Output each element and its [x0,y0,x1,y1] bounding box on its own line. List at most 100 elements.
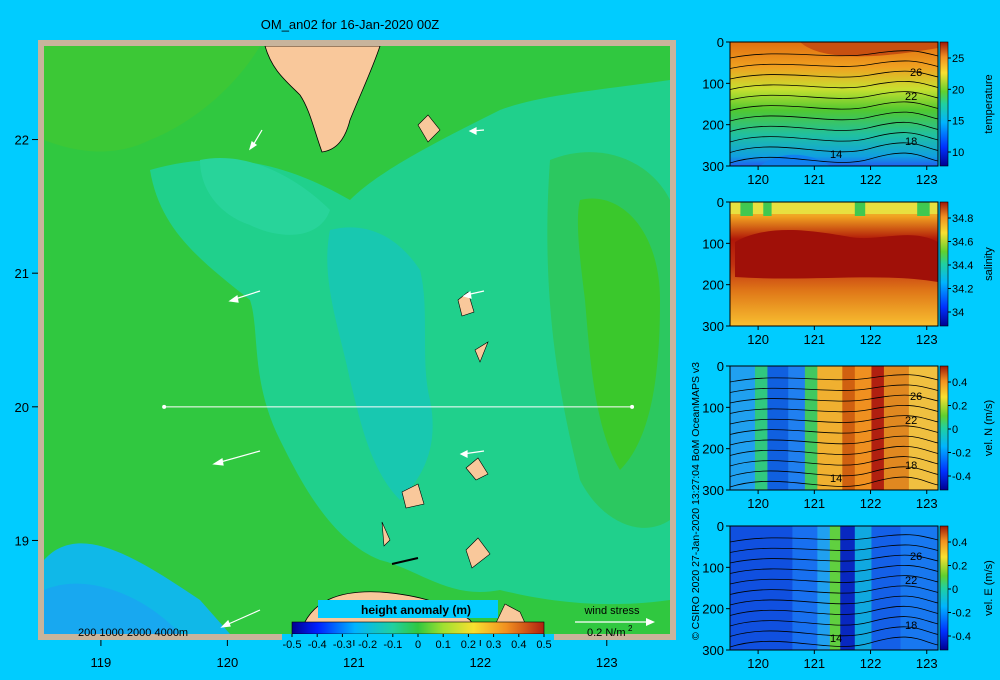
panel-y-tick-label: 100 [702,400,724,415]
panel-colorbar-tick-label: 0.4 [952,537,967,549]
panel-colorbar-tick-label: 0.4 [952,377,967,389]
temperature-field [730,42,938,166]
panel-colorbar-tick-label: 34 [952,307,964,319]
map-title: OM_an02 for 16-Jan-2020 00Z [261,17,440,32]
panel-x-tick-label: 120 [747,496,769,511]
colorbar-tick-label: -0.2 [358,639,377,651]
wind-arrow [223,609,261,627]
wind-arrow-head [228,294,239,303]
isotherm-contour [730,425,938,435]
colorbar-ticks: -0.5 -0.4 -0.3 -0.2 -0.1 0 0.1 0.2 0.3 0.4 0.5 [283,634,552,651]
isotherm-contour [730,60,938,69]
panel-colorbar-label: vel. E (m/s) [983,560,995,616]
panel-colorbar [939,201,949,327]
salinity-fresh-patch [917,202,930,216]
colorbar-tick-label: 0.1 [436,639,451,651]
panel-y-tick-label: 300 [702,643,724,658]
colorbar-tick-label: 0.3 [486,639,501,651]
panel-x-tick-label: 122 [860,656,882,671]
panel-colorbar-tick-label: -0.2 [952,608,971,620]
panel-field [730,202,938,326]
panel-salinity: 120 121 122 123 0 100 200 300 34.8 34.6 34.4 34.2 34… [702,195,995,347]
contour-label: 18 [905,460,917,472]
land-taiwan [264,46,381,153]
panel-y-tick-label: 200 [702,602,724,617]
isotherm-contour [730,70,938,80]
section-line-start [162,404,167,409]
isotherm-contour [730,544,938,553]
panel-frame [729,201,939,327]
panel-colorbar-tick-label: 0 [952,424,958,436]
panel-x-tick-label: 122 [860,172,882,187]
wind-arrow-head [459,450,468,458]
velocity-band [730,526,793,650]
salinity-fresh-patch [763,202,772,216]
wind-stress-superscript: 2 [628,624,633,633]
colorbar-tick-label: -0.5 [283,639,302,651]
salinity-surface [730,202,938,214]
map-low-zone-center [327,227,433,501]
isotherm-contour [730,152,938,164]
land-island [401,483,425,509]
panel-x-tick-label: 123 [916,332,938,347]
colorbar-tick-label: 0.4 [511,639,526,651]
salinity-fresh-patch [854,202,866,216]
map-y-tick-label: 21 [15,266,29,281]
panel-x-tick-label: 123 [916,172,938,187]
isotherm-contour [730,445,938,456]
land-island [457,291,475,317]
map-ridge-east [577,198,660,470]
panel-colorbar-tick-label: 20 [952,84,964,96]
panel-colorbar-tick-label: 0 [952,584,958,596]
isotherm-contour [730,111,938,122]
isotherm-contour [730,636,938,648]
panel-colorbar-label: vel. N (m/s) [983,400,995,456]
panel-y-tick-label: 200 [702,278,724,293]
wind-arrow-head [220,619,231,628]
panel-x-tick-label: 123 [916,656,938,671]
wind-arrow-head [468,127,477,135]
map-y-ticks: 22 21 20 19 [15,133,38,548]
panel-colorbar [939,525,949,651]
panel-y-tick-label: 300 [702,483,724,498]
isotherm-contour [730,616,938,627]
isotherm-contour [730,142,938,153]
velocity-band [829,526,841,650]
colorbar-label: height anomaly (m) [361,603,471,617]
velocity-band [754,366,768,490]
colorbar-tick-label: -0.1 [383,639,402,651]
salinity-max-core [735,230,938,282]
colorbar-tick-label: -0.3 [333,639,352,651]
panel-x-tick-label: 123 [916,496,938,511]
panel-x-tick-label: 120 [747,656,769,671]
isotherm-contour [730,121,938,132]
contour-label: 26 [910,391,922,403]
isotherm-contour [730,132,938,143]
contour-label: 14 [830,149,842,161]
isotherm-contour [730,565,938,574]
contour-label: 18 [905,620,917,632]
velocity-band [842,366,856,490]
wind-arrow-head [462,290,472,299]
isotherm-contour [730,476,938,488]
velocity-band [854,526,872,650]
isotherm-contour [730,405,938,414]
velocity-band [871,526,902,650]
map-x-tick-label: 122 [469,655,491,670]
panel-colorbar-tick-label: 34.2 [952,284,973,296]
salinity-fresh-patch [740,202,753,216]
velocity-band [854,366,872,490]
panel-frame [729,365,939,491]
panel-colorbar-tick-label: -0.2 [952,448,971,460]
panel-x-tick-label: 120 [747,332,769,347]
wind-stress-arrows [212,127,485,628]
panel-x-tick-label: 121 [803,172,825,187]
panel-colorbar-label: salinity [983,247,995,281]
isotherm-contour [730,415,938,425]
credit-text: © CSIRO 2020 27-Jan-2020 13:27:04 BoM Oc… [690,362,702,640]
panel-y-tick-label: 200 [702,118,724,133]
velocity-band [817,366,843,490]
wind-arrow-head [248,140,258,151]
